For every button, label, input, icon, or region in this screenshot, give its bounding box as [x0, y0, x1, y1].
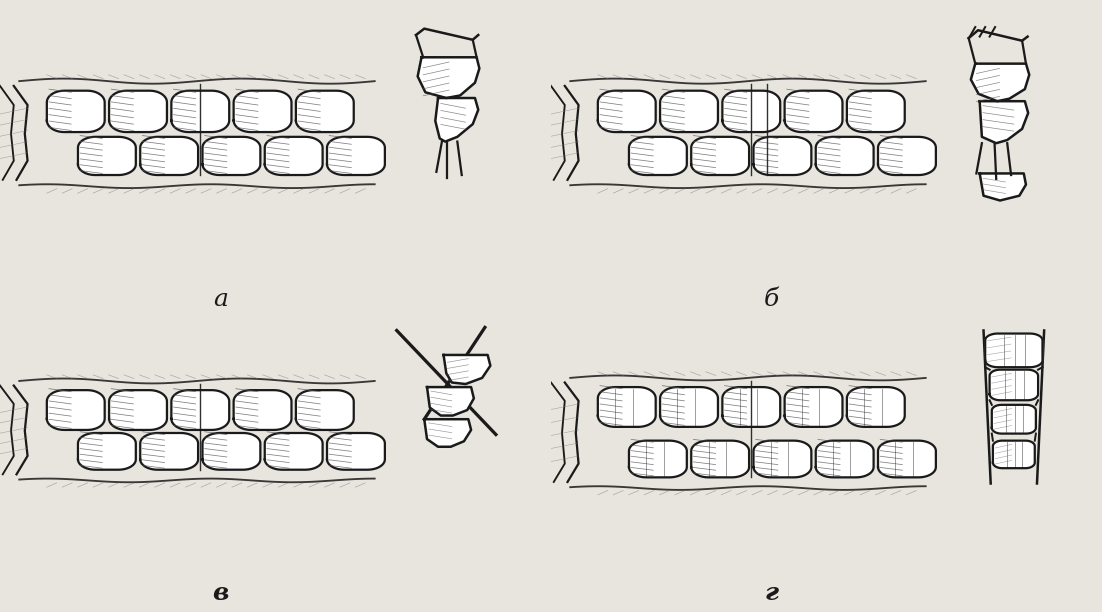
Polygon shape	[295, 390, 354, 430]
Polygon shape	[754, 137, 811, 175]
Polygon shape	[597, 387, 656, 427]
Polygon shape	[691, 441, 749, 477]
Polygon shape	[140, 433, 198, 470]
Polygon shape	[203, 137, 260, 175]
Polygon shape	[109, 91, 168, 132]
Polygon shape	[264, 137, 323, 175]
Polygon shape	[435, 98, 478, 141]
Polygon shape	[846, 91, 905, 132]
Polygon shape	[327, 137, 385, 175]
Polygon shape	[203, 433, 260, 470]
Text: б: б	[764, 288, 779, 310]
Polygon shape	[172, 91, 229, 132]
Polygon shape	[980, 173, 1026, 201]
Polygon shape	[815, 137, 874, 175]
Polygon shape	[993, 441, 1035, 468]
Polygon shape	[971, 64, 1029, 101]
Polygon shape	[327, 433, 385, 470]
Text: в: в	[213, 581, 228, 605]
Polygon shape	[878, 137, 936, 175]
Polygon shape	[424, 419, 471, 447]
Polygon shape	[46, 91, 105, 132]
Polygon shape	[660, 91, 719, 132]
Polygon shape	[985, 334, 1042, 367]
Polygon shape	[629, 137, 687, 175]
Polygon shape	[878, 441, 936, 477]
Polygon shape	[295, 91, 354, 132]
Polygon shape	[426, 387, 474, 416]
Polygon shape	[723, 387, 780, 427]
Polygon shape	[660, 387, 719, 427]
Polygon shape	[264, 433, 323, 470]
Polygon shape	[46, 390, 105, 430]
Polygon shape	[992, 405, 1036, 433]
Polygon shape	[234, 390, 291, 430]
Polygon shape	[418, 58, 479, 98]
Text: г: г	[765, 581, 778, 605]
Polygon shape	[140, 137, 198, 175]
Polygon shape	[785, 387, 842, 427]
Polygon shape	[846, 387, 905, 427]
Polygon shape	[723, 91, 780, 132]
Polygon shape	[234, 91, 291, 132]
Polygon shape	[78, 433, 136, 470]
Polygon shape	[172, 390, 229, 430]
Polygon shape	[629, 441, 687, 477]
Polygon shape	[990, 370, 1038, 400]
Polygon shape	[980, 101, 1028, 143]
Polygon shape	[109, 390, 168, 430]
Polygon shape	[78, 137, 136, 175]
Polygon shape	[785, 91, 842, 132]
Polygon shape	[443, 355, 490, 384]
Polygon shape	[754, 441, 811, 477]
Polygon shape	[691, 137, 749, 175]
Polygon shape	[597, 91, 656, 132]
Polygon shape	[815, 441, 874, 477]
Text: a: a	[213, 288, 228, 310]
